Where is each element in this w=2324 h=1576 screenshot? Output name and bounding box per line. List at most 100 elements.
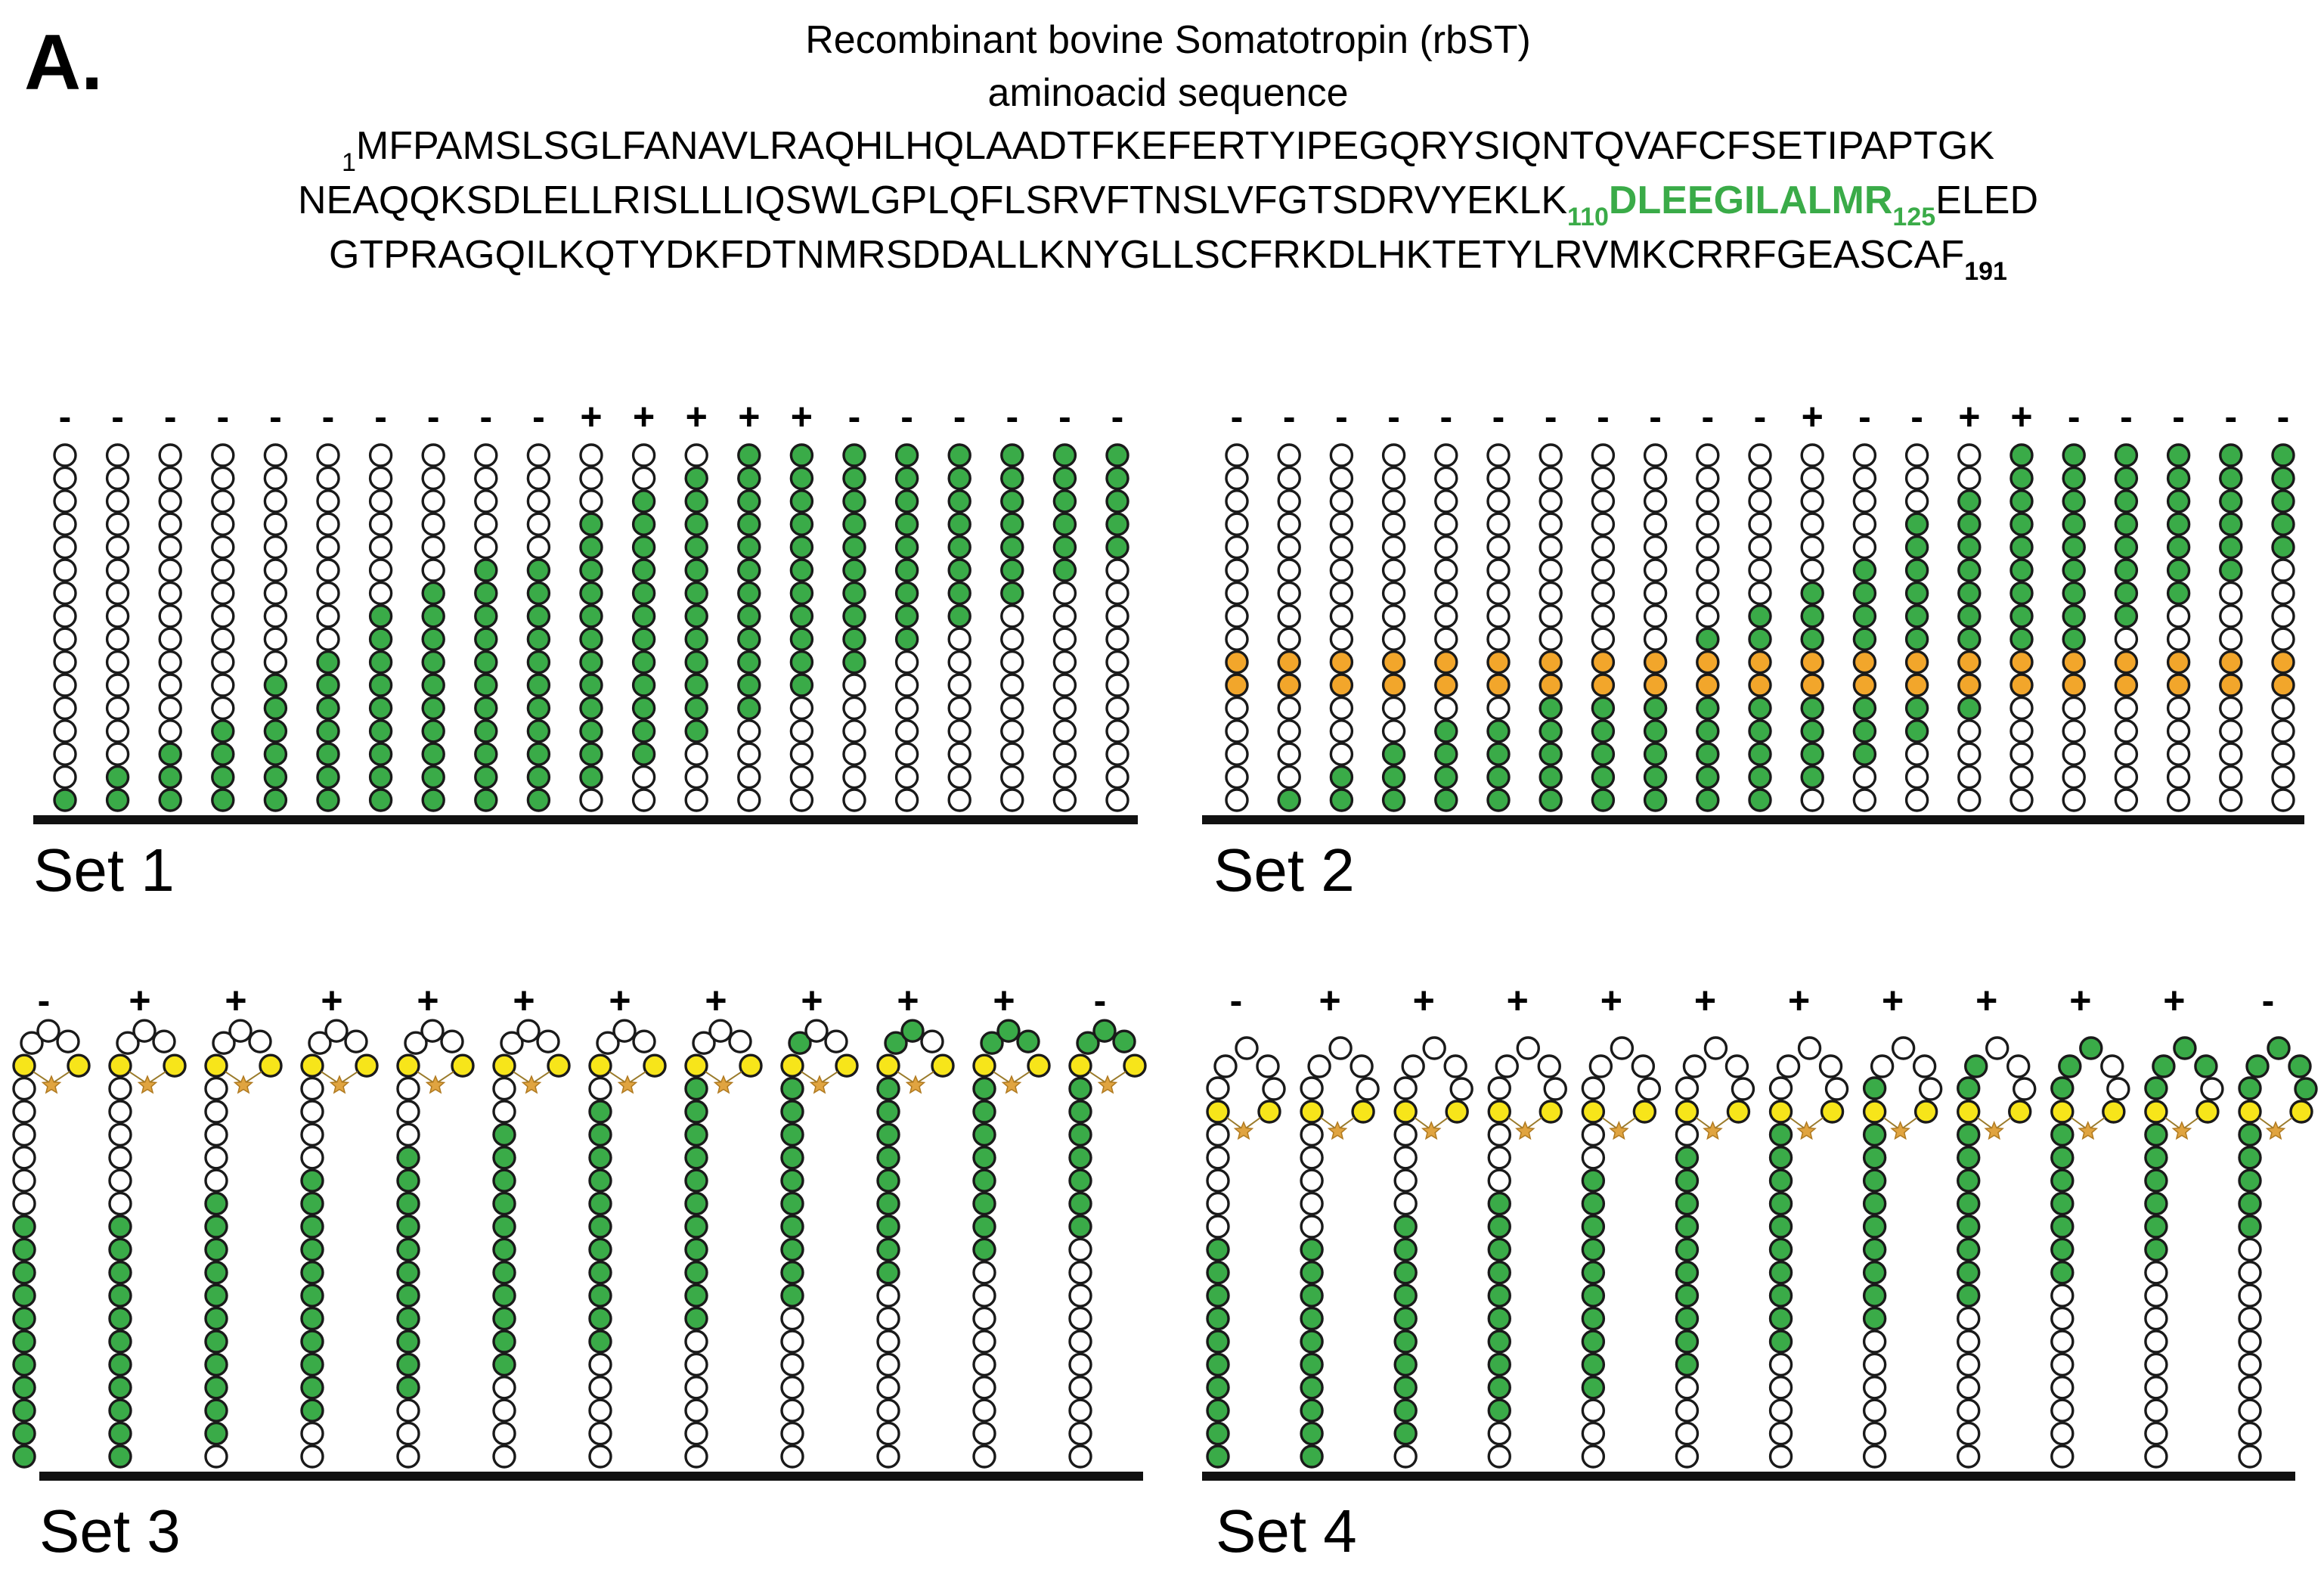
peptide-5: - (263, 396, 288, 812)
residue-circle (2062, 742, 2086, 766)
residue-circle (1277, 650, 1301, 675)
residue-circle (2238, 1237, 2262, 1262)
residue-circle (1393, 1376, 1418, 1400)
residue-circle (631, 627, 656, 651)
residue-circle (12, 1076, 36, 1101)
residue-circle (684, 719, 708, 743)
residue-circle (316, 742, 340, 766)
residue-circle (2114, 581, 2139, 606)
residue-circle (1957, 1283, 1981, 1308)
residue-circle (1957, 673, 1982, 697)
cysteine-circle (1487, 1100, 1511, 1124)
residue-circle (894, 489, 919, 513)
residue-circle (1957, 1237, 1981, 1262)
residue-circle (474, 650, 498, 675)
residue-circle (588, 1146, 612, 1170)
residue-circle (108, 1398, 132, 1422)
residue-circle (1538, 765, 1563, 790)
residue-circle (842, 604, 866, 628)
residue-circle (1105, 604, 1129, 628)
residue-circle (1206, 1306, 1230, 1331)
residue-circle (1225, 466, 1249, 491)
residue-circle (1800, 489, 1824, 513)
residue-circle (474, 558, 498, 582)
residue-circle (631, 512, 656, 536)
residue-circle (1862, 1421, 1887, 1446)
loop-residue-circle (56, 1029, 80, 1053)
residue-circle (1957, 1122, 1981, 1147)
sequence-line-1-text: MFPAMSLSGLFANAVLRAQHLHQLAADTFKEFERTYIPEG… (356, 124, 1994, 168)
loop-residue-circle (1300, 1076, 1324, 1100)
residue-circle (1800, 535, 1824, 560)
residue-circle (300, 1076, 324, 1101)
residue-circle (2009, 696, 2034, 721)
residue-circle (631, 604, 656, 628)
residue-circle (684, 627, 708, 651)
cysteine-circle (1123, 1053, 1147, 1078)
linker-star-icon (2171, 1121, 2192, 1140)
plus-sign: + (801, 979, 823, 1022)
residue-circle (1487, 1421, 1511, 1446)
residue-circle (1643, 719, 1668, 743)
residue-circle (1277, 512, 1301, 536)
residue-circle (2271, 650, 2295, 675)
peptide-11: + (2144, 979, 2224, 1469)
residue-circle (1800, 581, 1824, 606)
residue-circle (105, 719, 130, 743)
residue-circle (263, 788, 288, 812)
residue-circle (1675, 1146, 1700, 1170)
residue-circle (842, 443, 866, 467)
peptide-8: - (421, 396, 445, 812)
baseline-bar (1202, 815, 2304, 824)
residue-circle (876, 1237, 900, 1262)
residue-circle (789, 719, 814, 743)
linker-star-icon (1609, 1121, 1629, 1140)
peptide-18: - (2114, 396, 2139, 812)
residue-circle (684, 1146, 708, 1170)
residue-circle (2166, 558, 2191, 582)
peptide-12: - (2238, 979, 2318, 1469)
residue-circle (2144, 1398, 2168, 1422)
peptide-12: + (1800, 396, 1824, 812)
residue-circle (1068, 1376, 1092, 1400)
residue-circle (1434, 535, 1458, 560)
residue-circle (1591, 466, 1616, 491)
residue-circle (12, 1191, 36, 1216)
residue-circle (211, 489, 235, 513)
residue-circle (2144, 1215, 2168, 1239)
residue-circle (780, 1329, 804, 1354)
residue-circle (1904, 742, 1929, 766)
residue-circle (1675, 1215, 1700, 1239)
residue-circle (1487, 1444, 1511, 1469)
residue-circle (1329, 443, 1354, 467)
sequence-line-2-pre: NEAQQKSDLELLRISLLLIQSWLGPLQFLSRVFTNSLVFG… (298, 178, 1567, 222)
residue-circle (1800, 719, 1824, 743)
residue-circle (1696, 719, 1720, 743)
residue-circle (1329, 696, 1354, 721)
residue-circle (474, 512, 498, 536)
residue-circle (631, 443, 656, 467)
residue-circle (526, 581, 551, 606)
residue-circle (526, 650, 551, 675)
minus-sign: - (900, 396, 913, 438)
residue-circle (316, 627, 340, 651)
residue-circle (1957, 627, 1982, 651)
residue-circle (1052, 466, 1077, 491)
residue-circle (368, 650, 393, 675)
residue-circle (2166, 788, 2191, 812)
loop-residue-circle (1537, 1054, 1561, 1078)
linker-star-icon (617, 1075, 638, 1094)
residue-circle (1852, 627, 1877, 651)
residue-circle (1643, 466, 1668, 491)
residue-circle (492, 1421, 516, 1446)
residue-circle (1748, 719, 1772, 743)
cysteine-circle (2144, 1100, 2168, 1124)
minus-sign: - (38, 979, 51, 1022)
residue-circle (2219, 512, 2243, 536)
residue-circle (684, 489, 708, 513)
residue-circle (1675, 1352, 1700, 1377)
residue-circle (158, 466, 182, 491)
residue-circle (684, 1261, 708, 1285)
residue-circle (204, 1215, 228, 1239)
residue-circle (2144, 1421, 2168, 1446)
